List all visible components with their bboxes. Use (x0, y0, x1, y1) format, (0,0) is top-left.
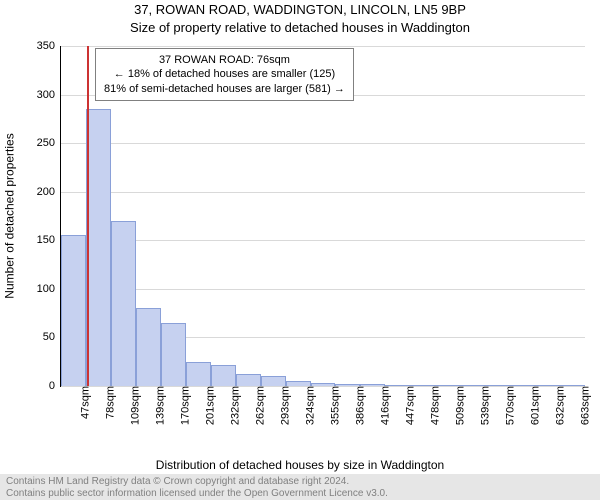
gridline-h (61, 143, 585, 144)
x-tick-label: 324sqm (302, 386, 316, 425)
y-tick-label: 350 (37, 40, 61, 52)
y-axis-label-wrap: Number of detached properties (0, 46, 20, 386)
annotation-box: 37 ROWAN ROAD: 76sqm ← 18% of detached h… (95, 48, 354, 101)
histogram-bar (136, 308, 161, 386)
annotation-line1: 37 ROWAN ROAD: 76sqm (104, 53, 345, 67)
x-tick-label: 170sqm (178, 386, 192, 425)
histogram-bar (161, 323, 186, 386)
histogram-bar (111, 221, 136, 386)
x-tick-label: 632sqm (552, 386, 566, 425)
x-tick-label: 570sqm (502, 386, 516, 425)
x-tick-label: 509sqm (452, 386, 466, 425)
histogram-bar (61, 235, 86, 386)
x-tick-label: 478sqm (427, 386, 441, 425)
x-tick-label: 386sqm (352, 386, 366, 425)
x-tick-label: 232sqm (228, 386, 242, 425)
y-tick-label: 200 (37, 186, 61, 198)
histogram-bar (236, 374, 261, 386)
histogram-bar (211, 365, 236, 386)
y-tick-label: 300 (37, 89, 61, 101)
x-axis-label: Distribution of detached houses by size … (0, 458, 600, 472)
y-tick-label: 250 (37, 137, 61, 149)
footer-line2: Contains public sector information licen… (6, 488, 594, 500)
x-tick-label: 601sqm (527, 386, 541, 425)
x-tick-label: 47sqm (78, 386, 92, 419)
footer-line1: Contains HM Land Registry data © Crown c… (6, 476, 594, 488)
attribution-footer: Contains HM Land Registry data © Crown c… (0, 474, 600, 500)
gridline-h (61, 192, 585, 193)
x-tick-label: 109sqm (128, 386, 142, 425)
x-tick-label: 416sqm (377, 386, 391, 425)
x-tick-label: 293sqm (277, 386, 291, 425)
y-tick-label: 150 (37, 234, 61, 246)
gridline-h (61, 240, 585, 241)
gridline-h (61, 289, 585, 290)
chart-title-line2: Size of property relative to detached ho… (0, 20, 600, 35)
x-tick-label: 78sqm (103, 386, 117, 419)
property-marker-line (87, 46, 89, 386)
x-tick-label: 201sqm (203, 386, 217, 425)
histogram-bar (186, 362, 211, 386)
histogram-bar (261, 376, 286, 386)
y-tick-label: 100 (37, 283, 61, 295)
y-tick-label: 50 (43, 331, 61, 343)
y-axis-label: Number of detached properties (3, 133, 17, 298)
histogram-bar (86, 109, 111, 386)
x-tick-label: 447sqm (402, 386, 416, 425)
x-tick-label: 355sqm (327, 386, 341, 425)
gridline-h (61, 46, 585, 47)
annotation-line3: 81% of semi-detached houses are larger (… (104, 82, 345, 96)
x-tick-label: 262sqm (253, 386, 267, 425)
x-tick-label: 663sqm (577, 386, 591, 425)
chart-title-line1: 37, ROWAN ROAD, WADDINGTON, LINCOLN, LN5… (0, 2, 600, 17)
annotation-line2: ← 18% of detached houses are smaller (12… (104, 67, 345, 81)
y-tick-label: 0 (49, 380, 61, 392)
x-tick-label: 539sqm (477, 386, 491, 425)
x-tick-label: 139sqm (153, 386, 167, 425)
chart-root: 37, ROWAN ROAD, WADDINGTON, LINCOLN, LN5… (0, 0, 600, 500)
